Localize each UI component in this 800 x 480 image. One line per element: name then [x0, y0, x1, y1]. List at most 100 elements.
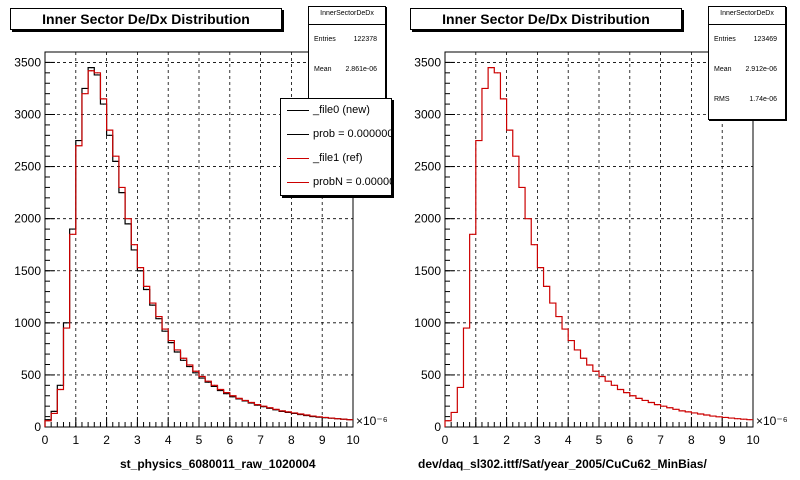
data-point [164, 328, 166, 330]
stats-value: 1.74e-06 [749, 96, 777, 103]
data-point [718, 416, 720, 418]
y-tick-label: 3000 [414, 108, 441, 122]
legend-swatch [287, 182, 309, 183]
x-tick-label: 3 [134, 433, 141, 447]
left-stats-entries: Entries 122378 [309, 25, 385, 55]
data-point [109, 134, 111, 136]
right-stats-mean: Mean 2.912e-06 [709, 55, 785, 85]
data-point [700, 413, 702, 415]
data-point [195, 372, 197, 374]
y-tick-label: 2500 [14, 160, 41, 174]
data-point [195, 370, 197, 372]
data-point [293, 412, 296, 414]
data-point [589, 364, 591, 366]
data-point [632, 395, 634, 397]
data-point [72, 233, 74, 235]
legend-entry: probN = 0.000000 [281, 171, 391, 195]
data-point [170, 339, 172, 342]
data-point [127, 218, 129, 220]
data-point [337, 418, 339, 420]
data-point [65, 322, 68, 324]
data-point [84, 93, 86, 95]
right-stats-rms: RMS 1.74e-06 [709, 85, 785, 115]
data-point [183, 359, 185, 361]
data-point [115, 160, 117, 162]
data-point [509, 129, 511, 131]
legend-swatch [287, 158, 309, 159]
stats-label: Mean [314, 66, 332, 73]
data-point [459, 386, 461, 389]
legend-label: prob = 0.000000 [313, 128, 392, 140]
stats-value: 123469 [753, 36, 777, 43]
data-point [737, 418, 739, 420]
legend-label: probN = 0.000000 [313, 176, 391, 188]
data-point [275, 408, 277, 410]
x-tick-label: 0 [442, 433, 449, 447]
data-point [96, 72, 98, 74]
data-point [607, 380, 609, 382]
data-point [84, 87, 86, 90]
legend-entry: prob = 0.000000 [281, 123, 391, 147]
data-point [127, 223, 129, 225]
y-tick-label: 500 [421, 368, 441, 382]
data-point [256, 404, 259, 406]
data-point [78, 139, 80, 142]
left-x-exponent: ×10⁻⁶ [356, 414, 388, 428]
legend-swatch [287, 134, 309, 135]
data-point [244, 399, 246, 402]
right-stats-box: InnerSectorDeDx Entries 123469 Mean 2.91… [708, 6, 786, 120]
stats-label: RMS [714, 96, 730, 103]
right-title: Inner Sector De/Dx Distribution [410, 8, 682, 30]
y-tick-label: 3500 [414, 55, 441, 69]
data-point [78, 145, 80, 147]
right-pad: 0 1 2 3 4 5 6 7 8 9 10 0 500 1000 1500 2000 2500 3000 3500… [400, 0, 800, 480]
data-point [312, 415, 314, 417]
data-point [533, 244, 535, 246]
y-tick-label: 1000 [14, 316, 41, 330]
data-point [219, 389, 222, 392]
y-tick-label: 3000 [14, 108, 41, 122]
y-tick-label: 3500 [14, 55, 41, 69]
x-tick-label: 10 [346, 433, 360, 447]
data-point [644, 399, 646, 402]
data-point [687, 411, 689, 413]
data-point [281, 410, 283, 412]
left-x-caption: st_physics_6080011_raw_1020004 [120, 457, 316, 471]
data-point [343, 418, 345, 420]
data-point [189, 365, 191, 368]
right-stats-entries: Entries 123469 [709, 25, 785, 55]
data-point [749, 419, 751, 421]
x-tick-label: 0 [42, 433, 49, 447]
data-point [121, 192, 123, 194]
data-point [583, 357, 585, 359]
right-x-exponent: ×10⁻⁶ [756, 414, 788, 428]
y-tick-label: 500 [21, 368, 41, 382]
stats-value: 122378 [353, 36, 377, 43]
series-1 [44, 70, 353, 427]
y-tick-label: 1000 [414, 316, 441, 330]
stats-value: 2.861e-06 [345, 66, 377, 73]
data-point [465, 327, 468, 329]
data-point [595, 370, 597, 372]
legend-swatch [287, 110, 309, 111]
y-tick-label: 1500 [14, 264, 41, 278]
x-tick-label: 3 [534, 433, 541, 447]
data-point [65, 327, 68, 329]
x-tick-label: 4 [565, 433, 572, 447]
data-point [102, 103, 105, 105]
x-tick-label: 4 [165, 433, 172, 447]
data-point [349, 419, 351, 421]
left-title: Inner Sector De/Dx Distribution [10, 8, 282, 30]
legend-entry: _file0 (new) [281, 99, 391, 123]
data-point [306, 414, 308, 416]
data-point [539, 267, 542, 269]
data-point [269, 407, 271, 409]
data-point [472, 233, 474, 235]
legend-label: _file0 (new) [313, 104, 370, 116]
y-tick-label: 0 [34, 420, 41, 434]
data-point [133, 249, 135, 251]
x-tick-label: 10 [746, 433, 760, 447]
data-point [626, 392, 628, 394]
data-point [59, 388, 62, 391]
data-point [109, 129, 111, 131]
